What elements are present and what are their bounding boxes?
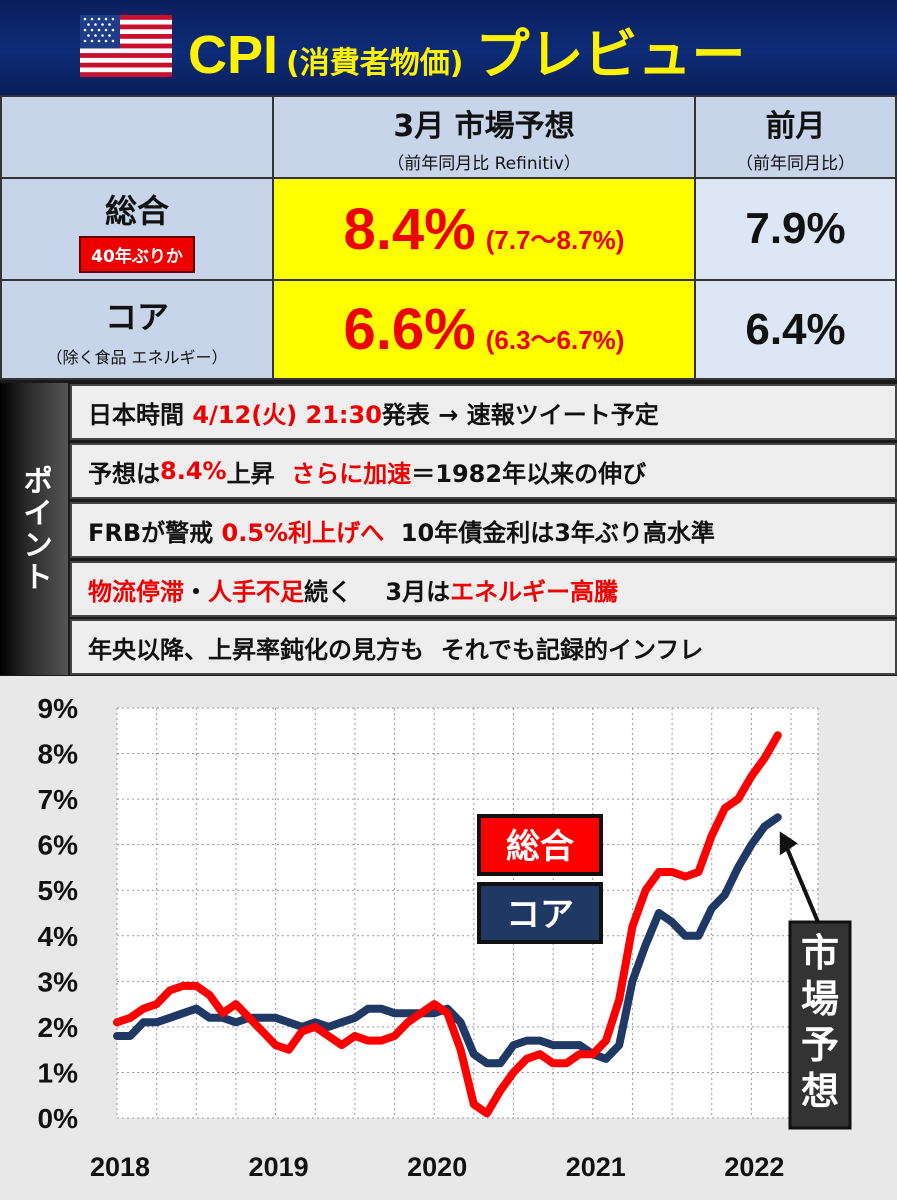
y-tick-label: 5% <box>38 875 79 906</box>
x-tick-label: 2019 <box>249 1152 309 1182</box>
y-tick-label: 1% <box>38 1057 79 1088</box>
point-row: 物流停滞・人手不足 続く 3月は エネルギー高騰 <box>70 561 897 617</box>
prev-header: 前月 （前年同月比） <box>694 95 897 179</box>
x-tick-label: 2022 <box>724 1152 784 1182</box>
point-text: 上昇 <box>226 459 292 488</box>
point-text: 10年債金利は3年ぶり高水準 <box>384 518 715 547</box>
table-corner <box>0 95 274 179</box>
point-text: 人手不足 <box>208 577 304 606</box>
forecast-header-sub: （前年同月比 Refinitiv） <box>387 153 581 174</box>
y-tick-label: 3% <box>38 966 79 997</box>
point-row: 年央以降、上昇率鈍化の見方も それでも記録的インフレ <box>70 619 897 675</box>
annotation-arrow-head <box>779 831 798 856</box>
forecast-cell-core: 6.6% (6.3～6.7%) <box>272 279 696 380</box>
y-tick-label: 2% <box>38 1012 79 1043</box>
series-line-headline <box>113 731 782 1118</box>
title-main: CPI <box>188 25 279 85</box>
annotation-arrow-line <box>783 844 820 923</box>
cpi-line-chart: 0% 1% 2% 3% 4% 5% 6% 7% 8% 9% 2018 2019 2020 2021 2022… <box>38 693 852 1182</box>
point-text: ＝1982年以来の伸び <box>411 459 647 488</box>
annotation-box <box>788 920 852 1130</box>
row-label: 総合 <box>104 191 169 230</box>
point-text: さらに加速 <box>291 459 412 488</box>
header-banner: CPI (消費者物価) プレビュー <box>0 0 897 95</box>
prev-cell-headline: 7.9% <box>694 177 897 281</box>
forecast-value: 8.4% <box>343 196 476 262</box>
row-label-core: コア （除く食品 エネルギー） <box>0 279 274 380</box>
point-row: FRBが警戒 0.5%利上げへ 10年債金利は3年ぶり高水準 <box>70 502 897 558</box>
y-tick-label: 4% <box>38 921 79 952</box>
legend-swatch <box>477 814 603 876</box>
row-sub: （除く食品 エネルギー） <box>46 347 228 367</box>
plot-background <box>117 708 818 1118</box>
y-tick-label: 0% <box>38 1103 79 1134</box>
point-text: 続く 3月は <box>304 577 451 606</box>
forecast-range: (7.7～8.7%) <box>485 224 625 255</box>
forecast-table: 3月 市場予想 （前年同月比 Refinitiv） 前月 （前年同月比） 総合 … <box>0 95 897 380</box>
prev-cell-core: 6.4% <box>694 279 897 380</box>
chart-area: 0% 1% 2% 3% 4% 5% 6% 7% 8% 9% 2018 2019 2020 2021 2022… <box>0 676 897 1200</box>
legend-swatch <box>477 882 603 944</box>
y-tick-label: 6% <box>38 830 79 861</box>
forecast-header-title: 3月 市場予想 <box>393 108 575 144</box>
point-text: FRBが警戒 <box>88 518 222 547</box>
prev-value: 6.4% <box>745 304 846 354</box>
forecast-range: (6.3～6.7%) <box>485 325 625 355</box>
prev-header-sub: （前年同月比） <box>736 153 855 174</box>
x-tick-label: 2018 <box>90 1152 150 1182</box>
title-sub: (消費者物価) <box>286 46 464 81</box>
legend-label: 総合 <box>506 828 574 866</box>
legend-label: コア <box>506 896 574 934</box>
points-label: ポイント <box>17 465 52 593</box>
y-tick-label: 9% <box>38 693 79 724</box>
points-label-box: ポイント <box>0 383 68 675</box>
prev-header-title: 前月 <box>765 108 826 144</box>
row-label: コア <box>104 297 169 336</box>
x-tick-label: 2021 <box>566 1152 626 1182</box>
forecast-cell-headline: 8.4% (7.7～8.7%) <box>272 177 696 281</box>
forecast-value: 6.6% <box>343 297 476 362</box>
status-badge: 40年ぶりか <box>79 235 195 273</box>
point-row: 日本時間 4/12(火) 21:30 発表 → 速報ツイート予定 <box>70 384 897 440</box>
x-tick-label: 2020 <box>407 1152 467 1182</box>
us-flag-icon <box>80 15 172 77</box>
point-row: 予想は 8.4% 上昇 さらに加速 ＝1982年以来の伸び <box>70 443 897 499</box>
point-text: 年央以降、上昇率鈍化の見方も それでも記録的インフレ <box>88 635 704 664</box>
annotation-label: 市場予想 <box>801 933 839 1113</box>
point-text: 4/12(火) 21:30 <box>192 400 382 429</box>
point-text: 物流停滞 <box>88 577 184 606</box>
point-text: 8.4% <box>160 457 227 485</box>
point-text: ・ <box>184 577 208 606</box>
y-tick-label: 8% <box>38 739 79 770</box>
point-text: 予想は <box>88 459 160 488</box>
row-label-headline: 総合 40年ぶりか <box>0 177 274 281</box>
page-title: CPI (消費者物価) プレビュー <box>188 10 745 89</box>
y-tick-label: 7% <box>38 784 79 815</box>
title-suffix: プレビュー <box>475 23 746 86</box>
point-text: エネルギー高騰 <box>450 577 619 606</box>
point-text: 日本時間 <box>88 400 193 429</box>
point-text: 0.5%利上げへ <box>221 518 385 547</box>
point-text: 発表 → 速報ツイート予定 <box>381 400 659 429</box>
prev-value: 7.9% <box>745 204 846 253</box>
forecast-header: 3月 市場予想 （前年同月比 Refinitiv） <box>272 95 696 179</box>
